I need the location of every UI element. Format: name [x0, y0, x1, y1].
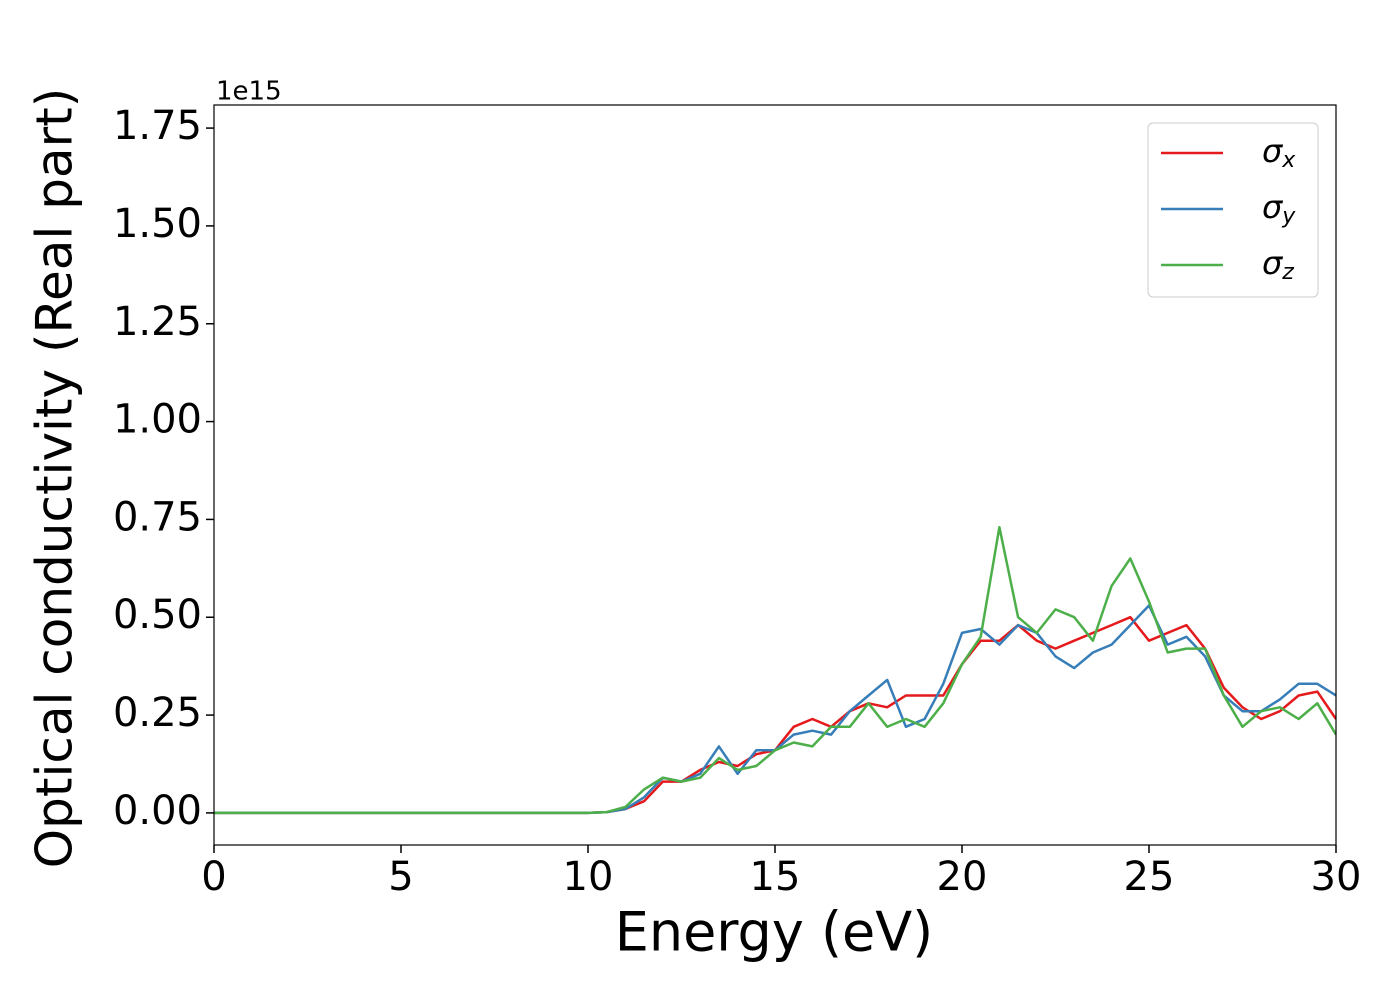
y-tick-label: 1.75 [113, 103, 202, 149]
y-tick-label: 0.00 [113, 788, 202, 834]
x-tick-label: 15 [750, 854, 801, 900]
legend-label: σx [1262, 132, 1296, 173]
y-tick-label: 1.00 [113, 397, 202, 443]
y-tick-label: 0.25 [113, 690, 202, 736]
legend-label: σz [1262, 244, 1294, 285]
x-tick-label: 10 [563, 854, 614, 900]
x-tick-label: 25 [1124, 854, 1175, 900]
y-tick-label: 0.75 [113, 494, 202, 540]
offset-label: 1e15 [216, 77, 282, 107]
series-line [214, 604, 1336, 815]
x-tick-label: 0 [201, 854, 226, 900]
y-axis-label: Optical conductivity (Real part) [26, 88, 84, 869]
y-tick-label: 1.25 [113, 299, 202, 345]
legend-box [1147, 122, 1319, 298]
plot-frame [213, 104, 1337, 846]
legend-label: σy [1262, 188, 1296, 229]
series-line [214, 615, 1336, 815]
x-tick-label: 20 [937, 854, 988, 900]
y-tick-label: 1.50 [113, 201, 202, 247]
series-line [214, 525, 1336, 815]
x-tick-label: 30 [1311, 854, 1362, 900]
x-axis-label: Energy (eV) [615, 901, 934, 964]
x-tick-label: 5 [388, 854, 413, 900]
y-tick-label: 0.50 [113, 592, 202, 638]
